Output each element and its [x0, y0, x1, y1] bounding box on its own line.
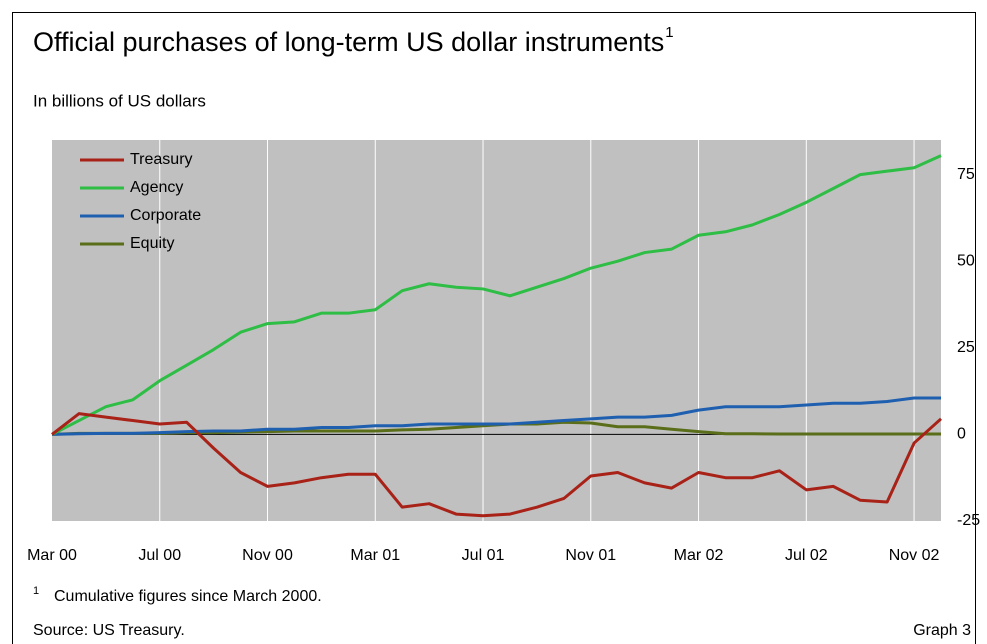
series-line: [51, 154, 942, 436]
subtitle: In billions of US dollars: [33, 91, 206, 110]
chart-title: Official purchases of long-term US dolla…: [33, 27, 664, 57]
frame: [12, 12, 976, 644]
series-line: [51, 396, 941, 436]
x-tick-label: Jul 01: [462, 547, 505, 564]
graph-label: Graph 3: [913, 622, 971, 639]
plot-area: [52, 140, 941, 521]
legend-label: Agency: [130, 179, 183, 196]
y-tick-label: -25: [957, 512, 980, 529]
y-tick-label: 0: [957, 426, 966, 443]
plot: [51, 140, 943, 521]
x-tick-label: Jul 00: [138, 547, 181, 564]
legend-label: Treasury: [130, 151, 193, 168]
title-note: 1: [665, 24, 673, 41]
x-tick-label: Jul 02: [785, 547, 828, 564]
x-tick-label: Mar 00: [27, 547, 77, 564]
x-tick-label: Nov 02: [889, 547, 940, 564]
y-tick-label: 50: [957, 252, 975, 269]
x-tick-label: Nov 00: [242, 547, 293, 564]
x-tick-label: Mar 01: [350, 547, 400, 564]
y-tick-label: 75: [957, 166, 975, 183]
legend-label: Corporate: [130, 207, 201, 224]
source: Source: US Treasury.: [33, 622, 185, 639]
footnote-mark: 1: [33, 585, 39, 597]
x-tick-label: Nov 01: [565, 547, 616, 564]
legend-label: Equity: [130, 235, 174, 252]
footnote: Cumulative figures since March 2000.: [54, 588, 322, 605]
series-line: [51, 412, 943, 518]
y-tick-label: 25: [957, 339, 975, 356]
x-tick-label: Mar 02: [674, 547, 724, 564]
